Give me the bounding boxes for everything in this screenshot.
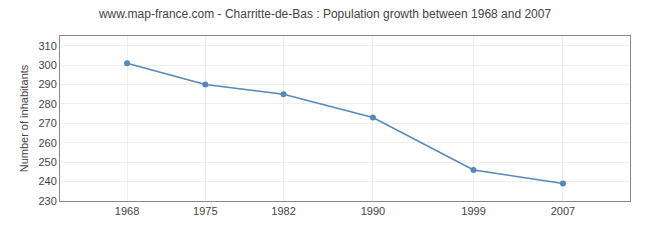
svg-text:310: 310 (38, 40, 56, 52)
svg-text:240: 240 (38, 175, 56, 187)
svg-text:2007: 2007 (551, 205, 575, 217)
svg-text:1975: 1975 (193, 205, 217, 217)
svg-text:250: 250 (38, 156, 56, 168)
svg-text:www.map-france.com - Charritte: www.map-france.com - Charritte-de-Bas : … (98, 7, 552, 21)
svg-text:230: 230 (38, 195, 56, 207)
svg-text:Number of inhabitants: Number of inhabitants (18, 64, 30, 172)
svg-text:1990: 1990 (361, 205, 385, 217)
svg-text:270: 270 (38, 117, 56, 129)
svg-text:300: 300 (38, 59, 56, 71)
svg-text:280: 280 (38, 98, 56, 110)
svg-text:1968: 1968 (115, 205, 139, 217)
svg-text:1999: 1999 (461, 205, 485, 217)
svg-text:1982: 1982 (271, 205, 295, 217)
svg-text:290: 290 (38, 78, 56, 90)
svg-text:260: 260 (38, 137, 56, 149)
